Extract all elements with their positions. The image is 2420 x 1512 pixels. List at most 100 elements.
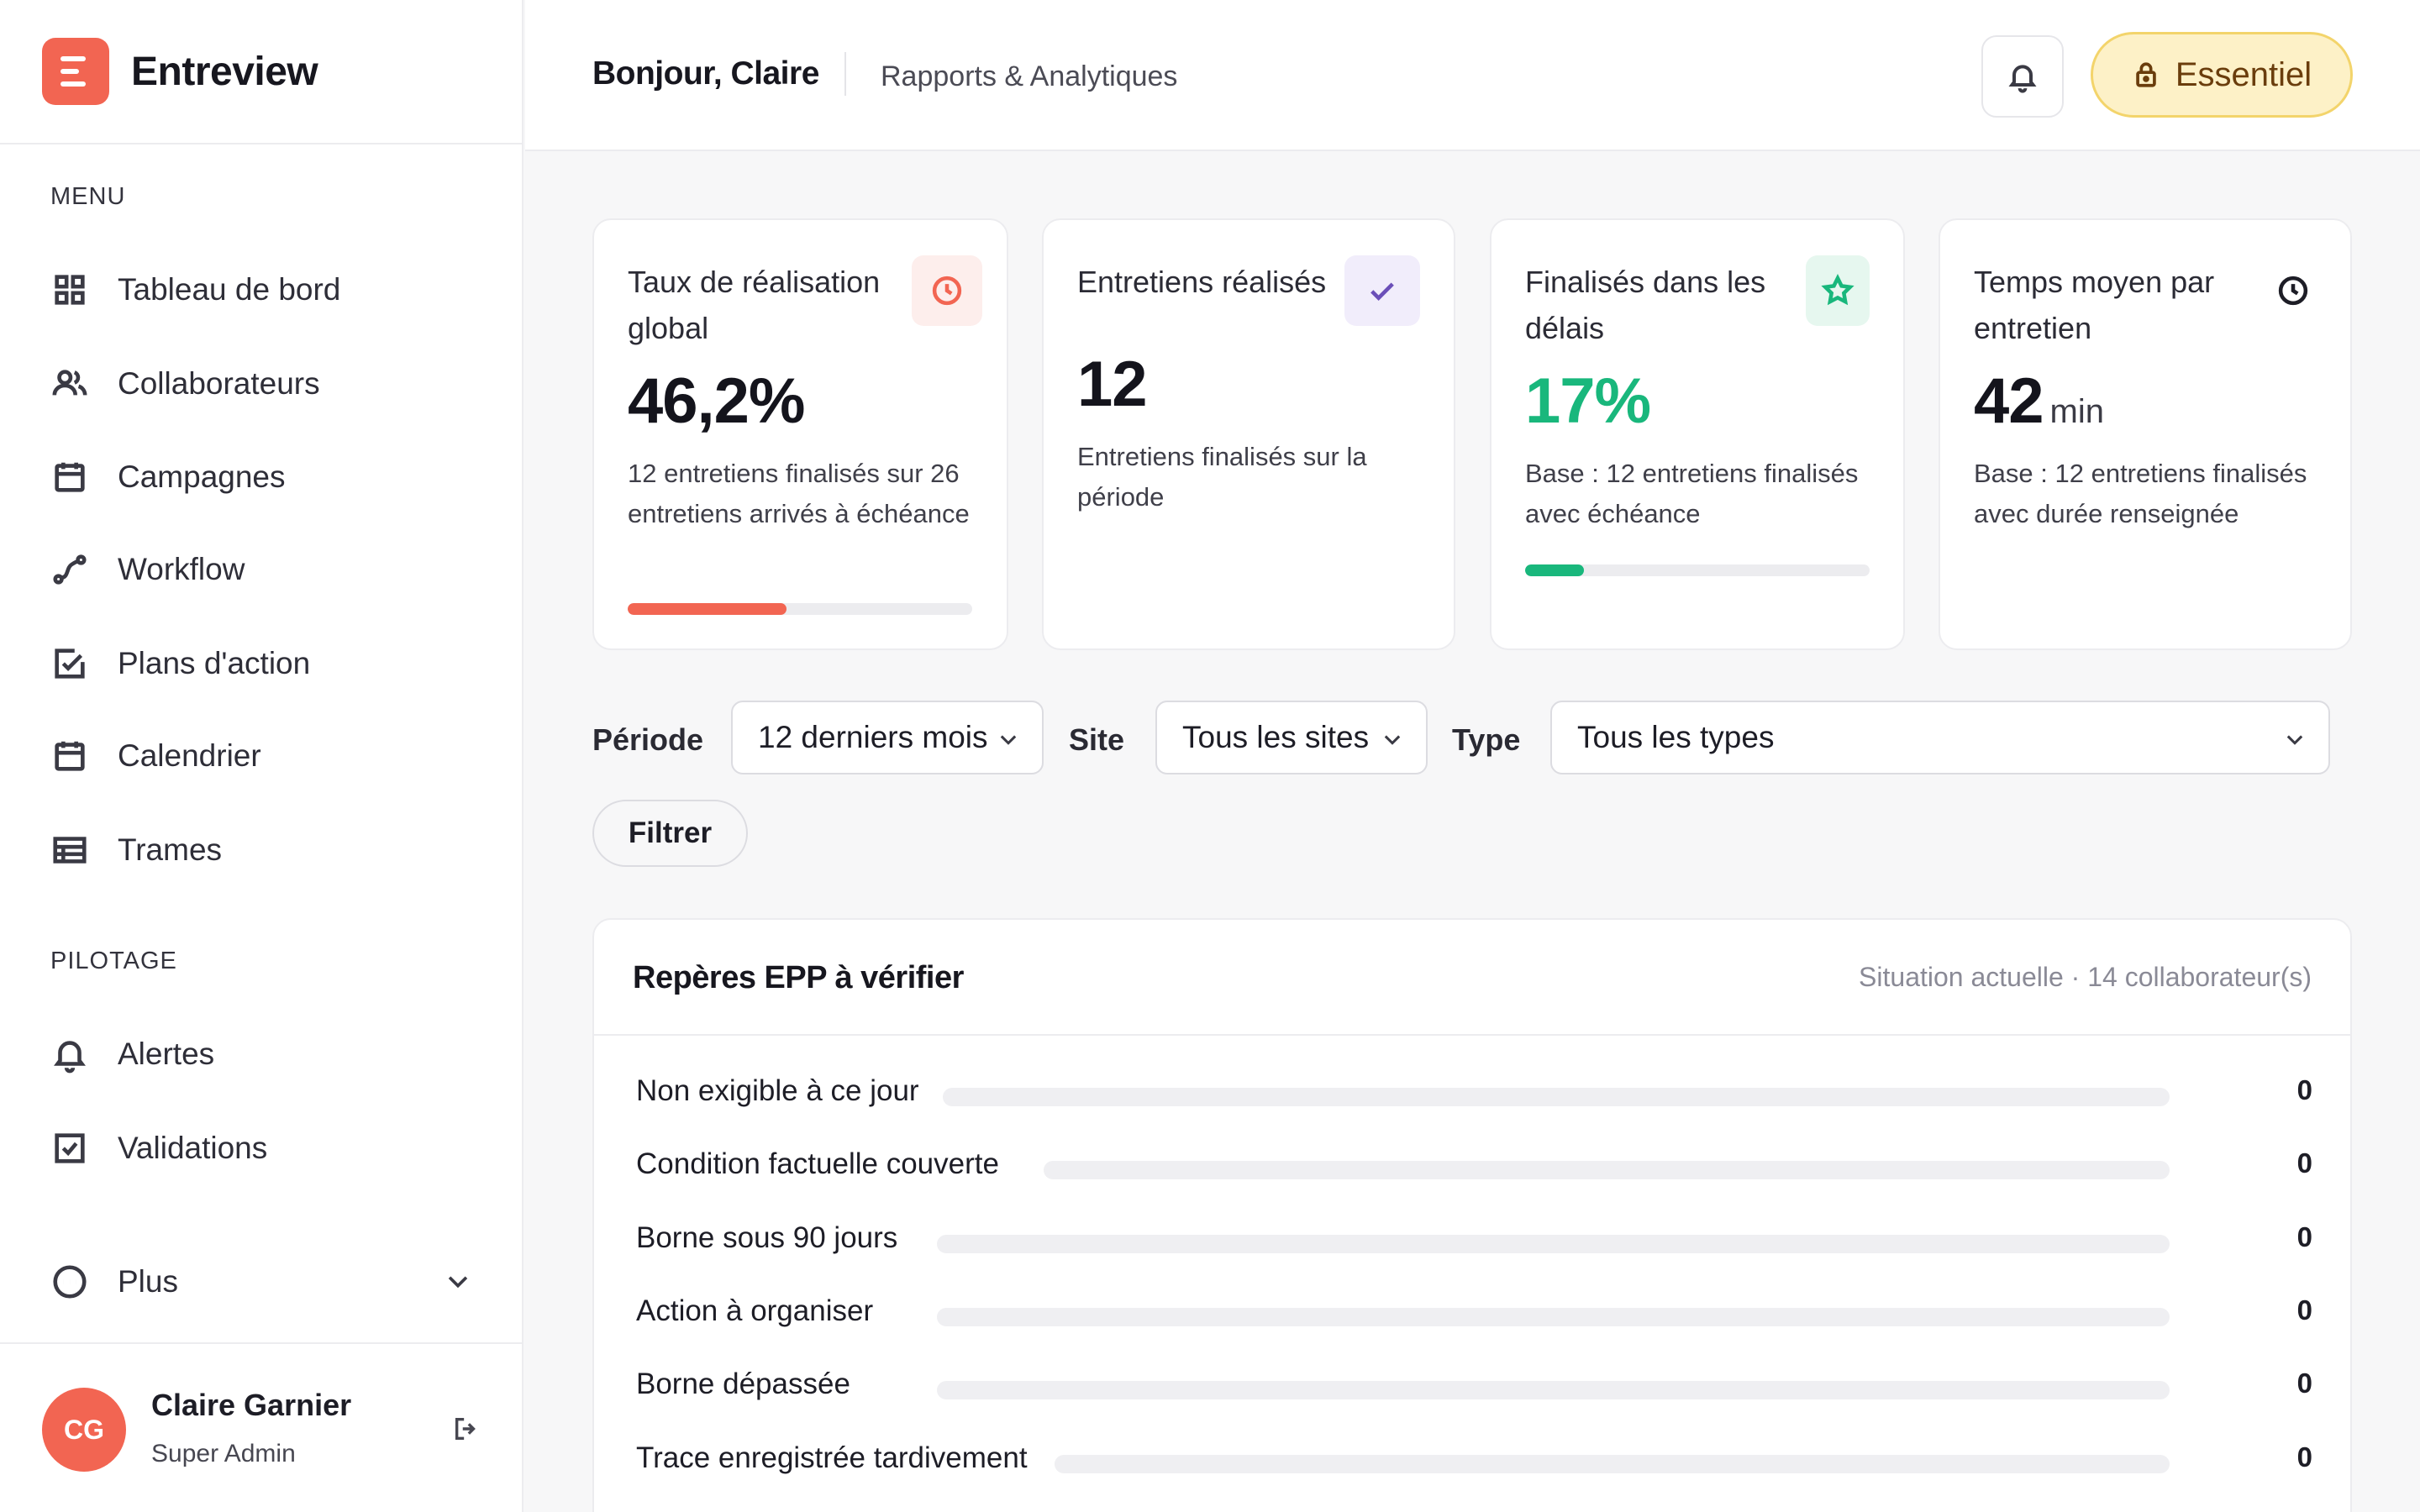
epp-row-label: Trace enregistrée tardivement <box>636 1441 1028 1474</box>
kpi-unit: min <box>2049 393 2104 430</box>
kpi-card-temps-moyen: Temps moyen par entretien 42 min Base : 1… <box>1939 218 2352 650</box>
site-select[interactable]: Tous les sites <box>1155 701 1428 774</box>
checklist-icon <box>55 648 85 679</box>
epp-row-label: Condition factuelle couverte <box>636 1147 999 1180</box>
logout-icon[interactable] <box>452 1415 481 1443</box>
epp-row-count: 0 <box>2296 1074 2312 1105</box>
kpi-progress-fill <box>1525 564 1584 576</box>
kpi-title: Finalisés dans les délais <box>1525 265 1766 345</box>
panel-subtitle: Situation actuelle · 14 collaborateur(s) <box>1859 962 2312 992</box>
logo-icon <box>42 38 109 105</box>
sidebar-item-trames[interactable]: Trames <box>50 825 222 875</box>
type-select[interactable]: Tous les types <box>1550 701 2330 774</box>
chevron-down-icon <box>2286 735 2303 745</box>
check-icon <box>1344 255 1420 326</box>
panel-header: Repères EPP à vérifier Situation actuell… <box>594 920 2350 1036</box>
kpi-card-entretiens-realises: Entretiens réalisés 12 Entretiens finali… <box>1042 218 1455 650</box>
lock-icon <box>2136 62 2156 87</box>
kpi-card-finalises-delais: Finalisés dans les délais 17% Base : 12 … <box>1490 218 1905 650</box>
star-icon <box>1806 255 1870 326</box>
clock-icon <box>2258 255 2328 326</box>
epp-row[interactable]: Non exigible à ce jour 0 <box>636 1068 2312 1118</box>
periode-value: 12 derniers mois <box>758 720 988 754</box>
kpi-value: 42 min <box>1974 365 2104 438</box>
epp-row-label: Borne sous 90 jours <box>636 1221 898 1254</box>
user-name: Claire Garnier <box>151 1388 352 1422</box>
epp-row[interactable]: Action à organiser 0 <box>636 1288 2312 1338</box>
topbar: Bonjour, Claire Rapports & Analytiques E… <box>525 0 2420 151</box>
greeting: Bonjour, Claire <box>592 55 819 92</box>
checkbox-icon <box>55 1133 85 1163</box>
sidebar-item-label: Plus <box>118 1264 178 1299</box>
kpi-progress-bar <box>628 603 972 615</box>
breadcrumb[interactable]: Rapports & Analytiques <box>881 60 1178 92</box>
kpi-value: 12 <box>1077 349 1148 420</box>
epp-row-bar <box>937 1381 2170 1399</box>
epp-row-count: 0 <box>2296 1147 2312 1179</box>
sidebar-item-label: Plans d'action <box>118 646 311 680</box>
notifications-button[interactable] <box>1981 35 2064 118</box>
plan-button[interactable]: Essentiel <box>2091 32 2353 118</box>
sidebar-item-plus[interactable]: Plus <box>50 1257 178 1307</box>
epp-row-bar <box>1044 1161 2170 1179</box>
kpi-title: Temps moyen par entretien <box>1974 265 2215 345</box>
sidebar-item-tableau-de-bord[interactable]: Tableau de bord <box>50 265 340 315</box>
kpi-progress-bar <box>1525 564 1870 576</box>
epp-row-label: Borne dépassée <box>636 1368 850 1400</box>
sidebar-item-plans-daction[interactable]: Plans d'action <box>50 638 310 689</box>
kpi-description: 12 entretiens finalisés sur 26 entretien… <box>628 459 970 528</box>
chevron-down-icon <box>1384 735 1401 745</box>
sidebar-item-collaborateurs[interactable]: Collaborateurs <box>50 359 320 409</box>
sidebar-item-calendrier[interactable]: Calendrier <box>50 731 261 781</box>
kpi-title: Entretiens réalisés <box>1077 265 1327 299</box>
kpi-description: Base : 12 entretiens finalisés avec éché… <box>1525 459 1859 528</box>
filter-label-type: Type <box>1452 722 1521 757</box>
epp-row-count: 0 <box>2296 1294 2312 1326</box>
kpi-progress-fill <box>628 603 787 615</box>
clock-icon <box>912 255 982 326</box>
chevron-down-icon[interactable] <box>444 1267 472 1295</box>
kpi-value-number: 42 <box>1974 365 2044 437</box>
epp-panel: Repères EPP à vérifier Situation actuell… <box>592 918 2352 1512</box>
more-icon <box>53 1265 87 1299</box>
brand[interactable]: Entreview <box>0 0 522 144</box>
table-icon <box>53 837 87 864</box>
sidebar-item-alertes[interactable]: Alertes <box>50 1029 214 1079</box>
workflow-icon <box>53 554 87 585</box>
users-icon <box>52 370 87 396</box>
epp-row[interactable]: Borne sous 90 jours 0 <box>636 1215 2312 1265</box>
sidebar-item-label: Validations <box>118 1131 268 1165</box>
epp-row[interactable]: Borne dépassée 0 <box>636 1361 2312 1411</box>
plan-label: Essentiel <box>2175 55 2312 93</box>
sidebar-item-label: Trames <box>118 832 223 867</box>
grid-icon <box>55 275 85 305</box>
epp-row-label: Non exigible à ce jour <box>636 1074 919 1107</box>
periode-select[interactable]: 12 derniers mois <box>731 701 1044 774</box>
sidebar-item-workflow[interactable]: Workflow <box>50 544 245 595</box>
chevron-down-icon <box>1000 735 1017 745</box>
sidebar-item-label: Alertes <box>118 1037 215 1071</box>
user-profile: CG Claire Garnier Super Admin <box>0 1342 522 1512</box>
section-label-menu: MENU <box>50 183 126 210</box>
epp-row[interactable]: Trace enregistrée tardivement 0 <box>636 1435 2312 1485</box>
bell-icon <box>54 1041 86 1074</box>
kpi-title: Taux de réalisation global <box>628 265 881 345</box>
site-value: Tous les sites <box>1182 720 1370 754</box>
type-value: Tous les types <box>1577 720 1775 754</box>
filter-label-site: Site <box>1069 722 1125 757</box>
epp-row-bar <box>937 1308 2170 1326</box>
epp-row-bar <box>943 1088 2170 1106</box>
sidebar-item-label: Tableau de bord <box>118 272 341 307</box>
epp-row-count: 0 <box>2296 1441 2312 1473</box>
sidebar-item-campagnes[interactable]: Campagnes <box>50 452 286 502</box>
sidebar-item-label: Campagnes <box>118 459 286 494</box>
epp-row-count: 0 <box>2296 1368 2312 1399</box>
sidebar-item-validations[interactable]: Validations <box>50 1123 267 1173</box>
avatar[interactable]: CG <box>42 1388 126 1472</box>
kpi-value: 46,2% <box>628 365 805 437</box>
user-role: Super Admin <box>151 1440 296 1467</box>
kpi-card-taux-realisation: Taux de réalisation global 46,2% 12 entr… <box>592 218 1008 650</box>
filter-button[interactable]: Filtrer <box>592 800 748 867</box>
epp-row[interactable]: Condition factuelle couverte 0 <box>636 1141 2312 1191</box>
kpi-value: 17% <box>1525 365 1651 437</box>
